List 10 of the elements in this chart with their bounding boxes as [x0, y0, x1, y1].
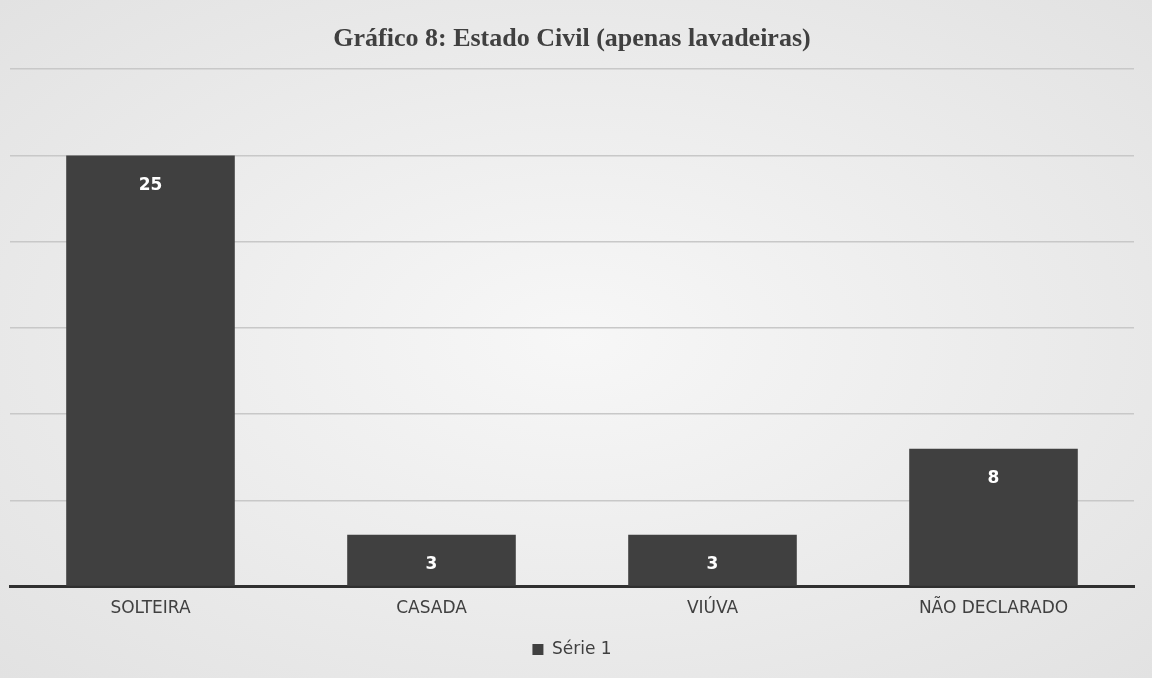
x-tick-label: NÃO DECLARADO	[918, 596, 1069, 618]
data-label: 3	[425, 553, 438, 574]
chart-title: Gráfico 8: Estado Civil (apenas lavadeiras)	[333, 23, 811, 53]
legend-label: Série 1	[551, 637, 612, 658]
data-label: 8	[987, 467, 1000, 488]
x-tick-label: SOLTEIRA	[110, 597, 191, 618]
x-tick-label: CASADA	[396, 597, 468, 618]
data-label: 3	[706, 553, 719, 574]
data-label: 25	[138, 173, 163, 194]
x-tick-label: VIÚVA	[686, 596, 739, 618]
